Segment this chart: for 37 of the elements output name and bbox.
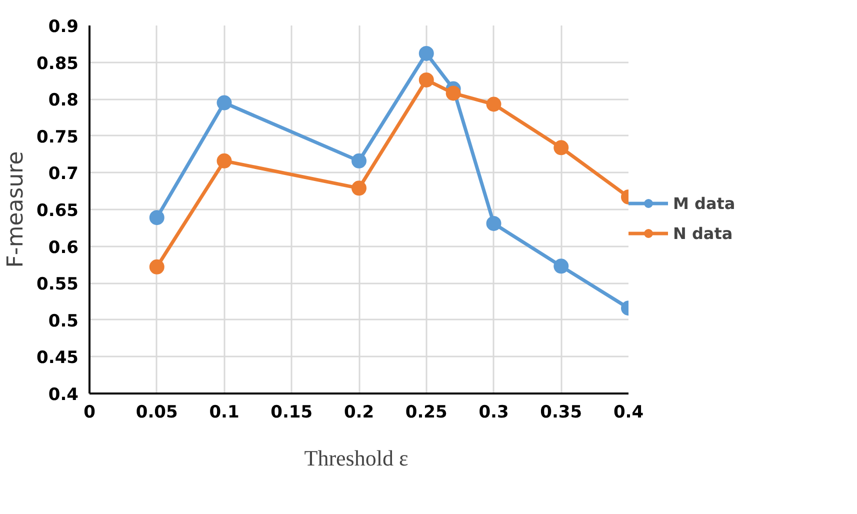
- x-tick-label: 0.35: [540, 402, 582, 422]
- x-tick-label: 0.3: [478, 402, 509, 422]
- legend-label: M data: [673, 194, 736, 212]
- point: [149, 259, 164, 274]
- point: [554, 140, 569, 156]
- legend-label: N data: [673, 224, 733, 242]
- point: [418, 46, 434, 61]
- x-tick-label: 0.2: [344, 402, 374, 422]
- y-tick-label: 0.55: [36, 274, 79, 295]
- point: [352, 180, 366, 196]
- point: [486, 96, 502, 112]
- x-tick-label: 0.25: [405, 402, 448, 422]
- y-tick-label: 0.65: [36, 201, 79, 221]
- y-tick-label: 0.9: [48, 17, 79, 37]
- point: [216, 95, 232, 110]
- point: [216, 153, 232, 168]
- x-tick-label: 0.05: [136, 402, 178, 422]
- x-tick-label: 0: [84, 402, 96, 422]
- x-tick-label: 0.4: [613, 402, 644, 422]
- x-tick-label: 0.15: [270, 402, 313, 422]
- y-tick-label: 0.7: [48, 164, 79, 184]
- y-tick-label: 0.45: [36, 348, 79, 368]
- point: [486, 216, 502, 231]
- y-tick-label: 0.4: [48, 385, 79, 405]
- x-axis-title: Threshold ε: [304, 446, 408, 470]
- point: [352, 153, 366, 168]
- y-tick-label: 0.85: [36, 54, 79, 74]
- point: [418, 72, 434, 88]
- point: [149, 210, 164, 226]
- x-tick-label: 0.1: [209, 402, 240, 422]
- point: [446, 86, 461, 101]
- y-axis-title: F-measure: [4, 151, 29, 268]
- y-tick-label: 0.75: [36, 127, 79, 148]
- y-tick-label: 0.8: [48, 90, 79, 111]
- y-tick-label: 0.6: [48, 238, 79, 258]
- point: [554, 258, 569, 274]
- y-tick-label: 0.5: [48, 311, 79, 332]
